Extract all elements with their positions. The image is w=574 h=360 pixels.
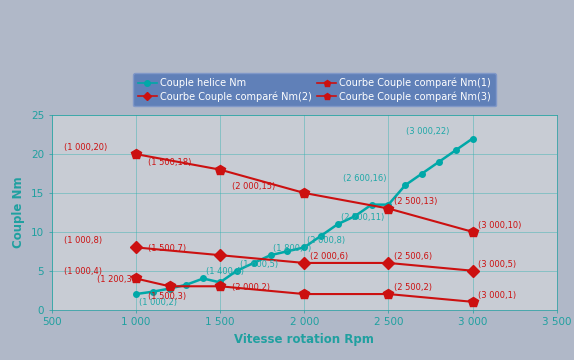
Text: (3 000,5): (3 000,5) [478,260,516,269]
Y-axis label: Couple Nm: Couple Nm [12,177,25,248]
Text: (2 600,16): (2 600,16) [343,174,386,183]
Text: (1 500,7): (1 500,7) [148,244,186,253]
Text: (2 500,13): (2 500,13) [394,197,437,206]
Text: (1 000,8): (1 000,8) [64,236,102,245]
Text: (1 800,7): (1 800,7) [273,244,312,253]
Text: (1 500,3): (1 500,3) [148,292,186,301]
Text: (2 000,8): (2 000,8) [307,236,345,245]
Text: (3 000,22): (3 000,22) [406,127,449,136]
Text: (3 000,10): (3 000,10) [478,221,522,230]
Text: (2 500,6): (2 500,6) [394,252,432,261]
X-axis label: Vitesse rotation Rpm: Vitesse rotation Rpm [234,333,374,346]
Text: (2 000,15): (2 000,15) [232,182,276,191]
Text: (2 200,11): (2 200,11) [341,213,384,222]
Legend: Couple helice Nm, Courbe Couple comparé Nm(2), Courbe Couple comparé Nm(1), Cour: Couple helice Nm, Courbe Couple comparé … [133,73,496,107]
Text: (1 400,4): (1 400,4) [206,267,244,276]
Text: (1 000,4): (1 000,4) [64,267,102,276]
Text: (1 500,18): (1 500,18) [148,158,191,167]
Text: (1 000,20): (1 000,20) [64,143,107,152]
Text: (1 000,2): (1 000,2) [139,298,177,307]
Text: (1 200,3): (1 200,3) [98,275,135,284]
Text: (2 000,2): (2 000,2) [232,283,270,292]
Text: (2 500,2): (2 500,2) [394,283,432,292]
Text: (3 000,1): (3 000,1) [478,291,516,300]
Text: (2 000,6): (2 000,6) [310,252,348,261]
Text: (1 600,5): (1 600,5) [240,260,278,269]
